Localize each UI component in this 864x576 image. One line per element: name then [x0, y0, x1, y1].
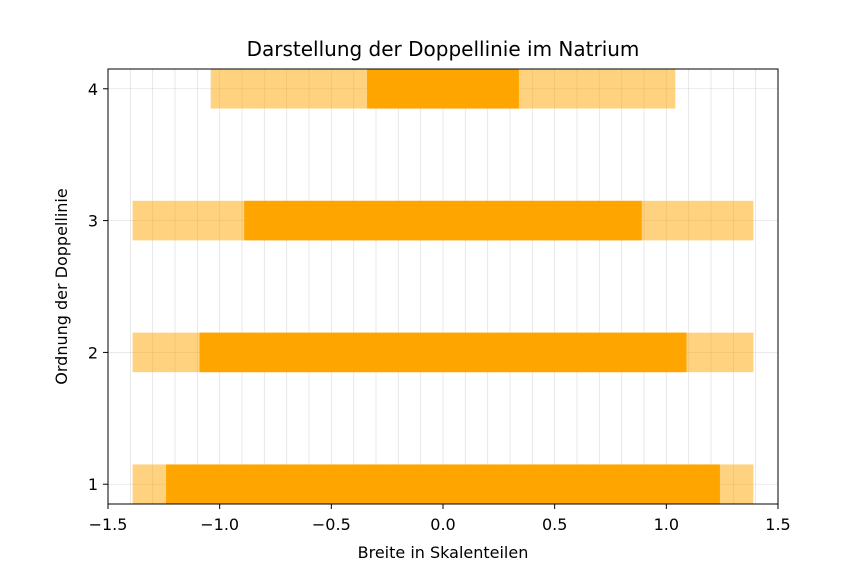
bar-inner-order-4 [367, 69, 519, 109]
ticks: −1.5 −1.0 −0.5 0.0 0.5 1.0 1.5 1 2 3 4 [88, 80, 791, 534]
x-tick-label: 1.5 [765, 515, 790, 534]
bar-inner-order-2 [199, 332, 687, 373]
y-tick-label: 2 [88, 343, 98, 362]
x-tick-label: 0.5 [542, 515, 567, 534]
y-tick-label: 3 [88, 212, 98, 231]
bar-inner-order-3 [244, 200, 642, 241]
x-axis-label: Breite in Skalenteilen [358, 543, 529, 562]
bar-inner-order-1 [166, 464, 720, 504]
x-tick-label: 0.0 [430, 515, 455, 534]
x-tick-label: −1.5 [89, 515, 128, 534]
y-tick-label: 4 [88, 80, 98, 99]
y-tick-label: 1 [88, 475, 98, 494]
x-tick-label: −0.5 [312, 515, 351, 534]
y-axis-label: Ordnung der Doppellinie [52, 188, 71, 384]
x-tick-label: −1.0 [200, 515, 239, 534]
chart-title: Darstellung der Doppellinie im Natrium [247, 37, 640, 61]
x-tick-label: 1.0 [654, 515, 679, 534]
bars [132, 69, 754, 504]
